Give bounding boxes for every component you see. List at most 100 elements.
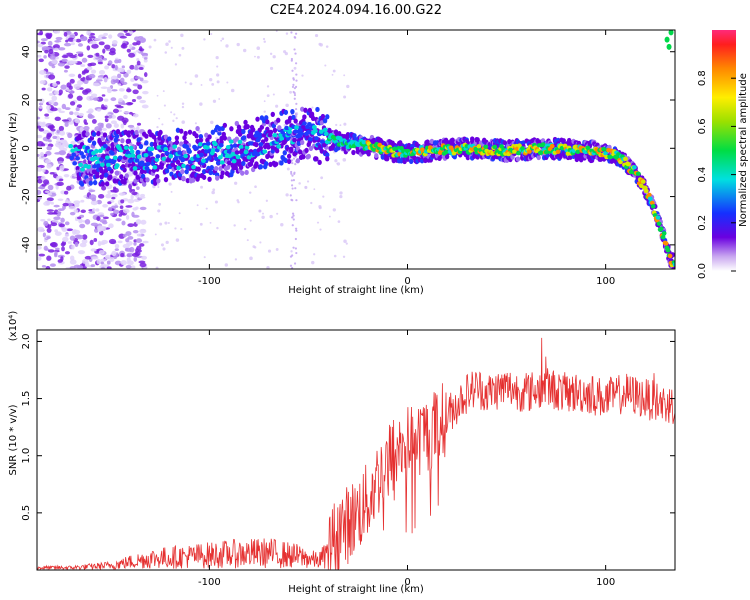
heatmap-cell: [443, 149, 449, 155]
heatmap-cell: [292, 157, 296, 160]
heatmap-cell: [217, 155, 223, 160]
heatmap-cell: [266, 265, 270, 269]
heatmap-cell: [69, 78, 75, 84]
spectrogram-y-ticks: 40 20 0 -20 -40: [21, 45, 675, 253]
heatmap-cell: [221, 37, 225, 40]
heatmap-cell: [83, 125, 90, 131]
heatmap-cell: [37, 43, 44, 48]
heatmap-cell: [77, 250, 86, 255]
heatmap-cell: [38, 106, 43, 109]
heatmap-cell: [515, 156, 521, 162]
heatmap-cell: [290, 31, 293, 34]
heatmap-cell: [45, 151, 52, 156]
heatmap-cell: [47, 218, 51, 222]
heatmap-cell: [235, 154, 241, 160]
heatmap-cell: [142, 240, 149, 244]
x-tick-label: -100: [198, 276, 221, 287]
heatmap-cell: [249, 157, 255, 164]
heatmap-cell: [177, 150, 183, 155]
heatmap-cell: [276, 144, 282, 149]
heatmap-cell: [293, 172, 296, 175]
heatmap-cell: [316, 221, 320, 224]
heatmap-cell: [84, 255, 92, 260]
heatmap-cell: [148, 45, 152, 49]
heatmap-cell: [120, 252, 125, 258]
heatmap-cell: [294, 32, 298, 35]
heatmap-cell: [136, 233, 142, 237]
heatmap-cell: [122, 243, 130, 249]
heatmap-cell: [292, 218, 295, 221]
heatmap-cell: [80, 167, 85, 172]
heatmap-cell: [165, 240, 169, 245]
heatmap-cell: [44, 190, 50, 194]
heatmap-cell: [168, 154, 174, 159]
heatmap-cell: [73, 229, 77, 233]
heatmap-cell: [111, 40, 118, 45]
heatmap-cell: [216, 65, 219, 68]
heatmap-cell: [224, 263, 228, 267]
heatmap-cell: [205, 141, 211, 146]
heatmap-cell: [308, 145, 314, 151]
heatmap-cell: [39, 80, 46, 85]
heatmap-cell: [157, 209, 161, 213]
heatmap-cell: [287, 129, 293, 135]
heatmap-cell: [181, 102, 185, 105]
heatmap-cell: [61, 103, 67, 110]
heatmap-cell: [73, 200, 81, 205]
heatmap-cell: [307, 121, 312, 127]
heatmap-cell: [67, 93, 74, 99]
heatmap-cell: [128, 44, 133, 49]
heatmap-cell: [294, 187, 297, 190]
heatmap-cell: [332, 69, 336, 73]
heatmap-cell: [80, 35, 88, 42]
heatmap-cell: [207, 134, 212, 140]
heatmap-cell: [69, 111, 74, 115]
heatmap-cell: [110, 120, 117, 125]
heatmap-cell: [195, 125, 200, 132]
heatmap-cell: [100, 86, 108, 89]
heatmap-cell: [132, 230, 139, 234]
heatmap-cell: [306, 129, 311, 135]
heatmap-cell: [343, 122, 347, 126]
heatmap-cell: [289, 90, 292, 94]
heatmap-cell: [126, 130, 132, 136]
heatmap-cell: [168, 40, 171, 43]
heatmap-cell: [58, 150, 67, 156]
heatmap-cell: [94, 38, 102, 41]
heatmap-cell: [46, 197, 54, 202]
heatmap-cell: [318, 129, 324, 134]
heatmap-cell: [174, 63, 178, 66]
heatmap-cell: [153, 38, 157, 42]
heatmap-cell: [98, 148, 103, 154]
heatmap-cell: [195, 157, 200, 163]
heatmap-cell: [38, 156, 47, 160]
heatmap-cell: [210, 129, 216, 135]
heatmap-cell: [73, 111, 79, 116]
heatmap-cell: [108, 238, 117, 244]
heatmap-cell: [331, 73, 334, 76]
heatmap-cell: [50, 107, 58, 112]
heatmap-cell: [141, 181, 147, 187]
heatmap-cell: [516, 151, 521, 156]
heatmap-cell: [138, 143, 144, 150]
heatmap-cell: [465, 155, 471, 161]
heatmap-cell: [76, 51, 84, 54]
heatmap-cell: [267, 249, 272, 253]
heatmap-cell: [240, 170, 245, 176]
heatmap-cell: [194, 74, 199, 78]
heatmap-cell: [656, 221, 662, 226]
heatmap-cell: [37, 134, 43, 139]
heatmap-cell: [102, 132, 108, 138]
heatmap-cell: [275, 104, 279, 108]
heatmap-cell: [120, 164, 126, 169]
heatmap-cell: [99, 162, 105, 167]
heatmap-cell: [317, 159, 322, 165]
heatmap-cell: [112, 155, 118, 161]
heatmap-cell: [132, 42, 138, 46]
heatmap-cell: [196, 166, 201, 172]
heatmap-cell: [63, 173, 70, 178]
heatmap-cell: [121, 42, 127, 47]
heatmap-cell: [66, 117, 72, 123]
heatmap-cell: [319, 139, 325, 145]
heatmap-cell: [272, 93, 275, 96]
